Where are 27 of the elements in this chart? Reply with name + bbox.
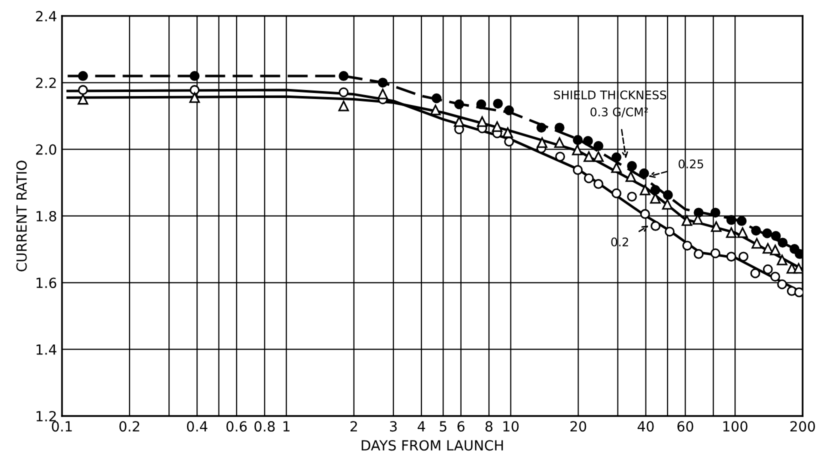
x-tick-label: 0.4 bbox=[186, 421, 208, 432]
x-tick-label: 4 bbox=[418, 421, 426, 432]
x-axis-title: DAYS FROM LAUNCH bbox=[362, 440, 503, 451]
y-tick-label: 2.0 bbox=[36, 144, 56, 155]
x-tick-label: 0.8 bbox=[254, 421, 275, 432]
x-tick-label: 3 bbox=[390, 421, 397, 432]
x-tick-label: 0.2 bbox=[119, 421, 140, 432]
x-tick-label: 40 bbox=[638, 421, 654, 432]
y-tick-label: 1.4 bbox=[36, 344, 56, 355]
y-tick-label: 2.2 bbox=[36, 78, 56, 88]
y-tick-label: 2.4 bbox=[36, 10, 56, 22]
y-tick-label: 1.8 bbox=[36, 210, 56, 222]
x-tick-label: 6 bbox=[457, 421, 464, 432]
x-tick-label: 8 bbox=[486, 421, 492, 432]
x-tick-label: 10 bbox=[503, 421, 519, 432]
x-tick-label: 200 bbox=[790, 421, 815, 432]
x-tick-label: 2 bbox=[350, 421, 357, 432]
x-tick-label: 60 bbox=[677, 421, 694, 432]
x-tick-label: 100 bbox=[723, 421, 748, 432]
x-tick-label: 1 bbox=[283, 421, 290, 432]
x-tick-label: 0.6 bbox=[226, 421, 247, 432]
x-tick-label: 20 bbox=[570, 421, 586, 432]
x-tick-label: 0.1 bbox=[52, 421, 72, 432]
y-tick-label: 1.2 bbox=[36, 410, 56, 422]
x-tick-label: 5 bbox=[440, 421, 446, 432]
y-tick-label: 1.6 bbox=[36, 278, 56, 288]
y-axis-title: CURRENT RATIO bbox=[16, 160, 27, 272]
